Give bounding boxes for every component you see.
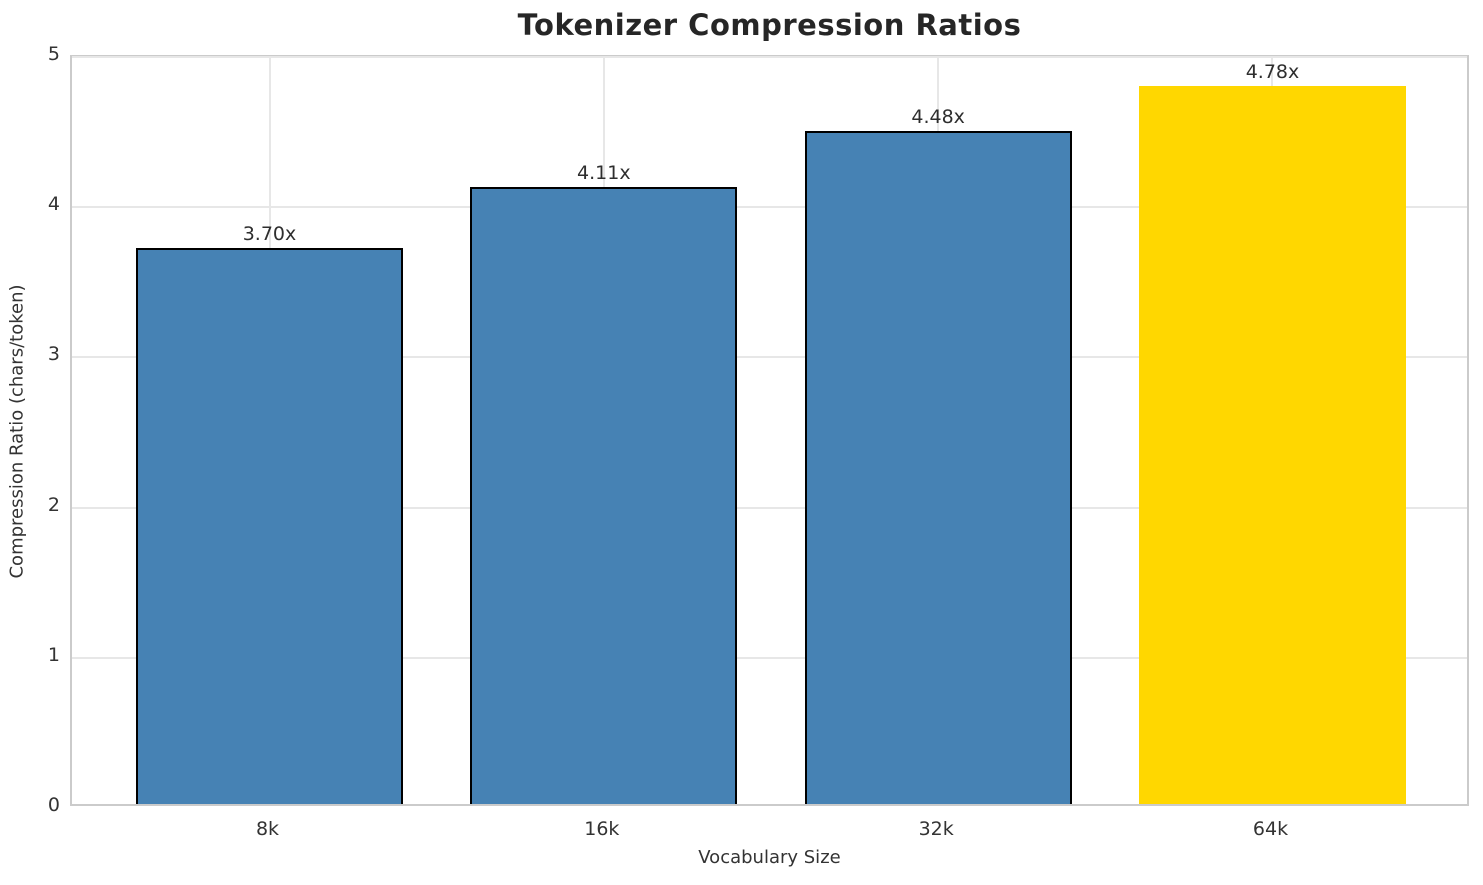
gridline-horizontal [72,356,1467,359]
x-tick-label-64k: 64k [1252,818,1289,840]
gridline-horizontal [72,656,1467,659]
y-tick-label: 3 [47,343,60,366]
bar-64k [1138,86,1406,804]
gridline-horizontal [72,506,1467,509]
y-tick-label: 4 [47,193,60,216]
y-tick-label: 1 [47,643,60,666]
chart-title: Tokenizer Compression Ratios [517,8,1022,42]
bar-value-label: 4.48x [911,106,965,128]
bar-8k [136,248,403,804]
bar-value-label: 3.70x [242,223,297,245]
y-tick-label: 5 [47,43,60,65]
y-tick-label: 2 [47,493,60,516]
x-tick-label-32k: 32k [918,818,954,840]
bar-value-label: 4.78x [1245,61,1300,83]
gridline-horizontal [72,56,1467,58]
y-axis-label: Compression Ratio (chars/token) [6,284,28,579]
x-axis-label: Vocabulary Size [698,847,841,868]
plot-area: 3.70x 4.11x 4.48x 4.78x [70,55,1469,806]
gridline-horizontal [72,206,1467,209]
x-tick-label-8k: 8k [255,818,280,840]
x-tick-label-16k: 16k [584,818,620,840]
bar-16k [470,187,738,804]
bar-value-label: 4.11x [577,162,631,184]
bar-32k [804,131,1072,804]
y-tick-label: 0 [47,794,60,816]
